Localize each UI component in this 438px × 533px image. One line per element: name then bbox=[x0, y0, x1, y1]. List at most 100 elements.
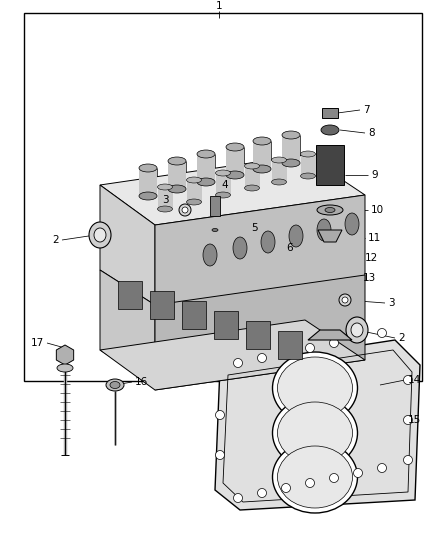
Ellipse shape bbox=[403, 456, 413, 464]
Ellipse shape bbox=[346, 317, 368, 343]
Bar bbox=[282, 135, 300, 163]
Ellipse shape bbox=[226, 171, 244, 179]
Ellipse shape bbox=[329, 473, 339, 482]
Ellipse shape bbox=[305, 479, 314, 488]
Text: 9: 9 bbox=[371, 170, 378, 180]
Ellipse shape bbox=[139, 164, 157, 172]
Bar bbox=[210, 196, 220, 216]
Text: 11: 11 bbox=[368, 233, 381, 243]
Bar bbox=[316, 145, 344, 185]
Ellipse shape bbox=[342, 297, 348, 303]
Bar bbox=[118, 281, 142, 309]
Ellipse shape bbox=[215, 450, 225, 459]
Ellipse shape bbox=[215, 170, 230, 176]
Polygon shape bbox=[308, 330, 352, 340]
Text: 1: 1 bbox=[215, 1, 223, 11]
Ellipse shape bbox=[261, 231, 275, 253]
Bar bbox=[24, 13, 422, 381]
Polygon shape bbox=[215, 340, 420, 510]
Ellipse shape bbox=[378, 464, 386, 472]
Ellipse shape bbox=[197, 150, 215, 158]
Polygon shape bbox=[100, 320, 365, 390]
Ellipse shape bbox=[353, 469, 363, 478]
Ellipse shape bbox=[168, 157, 186, 165]
Ellipse shape bbox=[378, 328, 386, 337]
Ellipse shape bbox=[253, 137, 271, 145]
Ellipse shape bbox=[278, 446, 353, 508]
Ellipse shape bbox=[278, 357, 353, 419]
Ellipse shape bbox=[339, 294, 351, 306]
Bar bbox=[187, 180, 202, 202]
Bar bbox=[322, 108, 338, 118]
Text: 2: 2 bbox=[53, 235, 59, 245]
Ellipse shape bbox=[253, 165, 271, 173]
Bar bbox=[245, 166, 260, 188]
Ellipse shape bbox=[272, 441, 357, 513]
Ellipse shape bbox=[329, 338, 339, 348]
Ellipse shape bbox=[305, 343, 314, 352]
Ellipse shape bbox=[403, 376, 413, 384]
Ellipse shape bbox=[139, 192, 157, 200]
Text: 8: 8 bbox=[368, 128, 374, 138]
Polygon shape bbox=[100, 270, 155, 385]
Ellipse shape bbox=[403, 416, 413, 424]
Text: 3: 3 bbox=[162, 195, 169, 205]
Text: 5: 5 bbox=[251, 223, 258, 233]
Ellipse shape bbox=[168, 185, 186, 193]
Ellipse shape bbox=[94, 228, 106, 242]
Ellipse shape bbox=[272, 179, 286, 185]
Ellipse shape bbox=[233, 237, 247, 259]
Text: 6: 6 bbox=[286, 243, 293, 253]
Ellipse shape bbox=[158, 206, 173, 212]
Ellipse shape bbox=[233, 359, 243, 367]
Ellipse shape bbox=[215, 192, 230, 198]
Ellipse shape bbox=[272, 352, 357, 424]
Ellipse shape bbox=[353, 334, 363, 343]
Bar bbox=[301, 154, 316, 176]
Polygon shape bbox=[100, 155, 365, 225]
Text: 3: 3 bbox=[388, 298, 395, 308]
Ellipse shape bbox=[203, 244, 217, 266]
Bar bbox=[226, 147, 244, 175]
Bar bbox=[158, 187, 173, 209]
Bar bbox=[272, 160, 287, 182]
Ellipse shape bbox=[351, 323, 363, 337]
Polygon shape bbox=[155, 275, 365, 390]
Bar bbox=[182, 301, 206, 329]
Ellipse shape bbox=[272, 397, 357, 469]
Ellipse shape bbox=[321, 125, 339, 135]
Ellipse shape bbox=[89, 222, 111, 248]
Text: 16: 16 bbox=[135, 377, 148, 387]
Ellipse shape bbox=[179, 204, 191, 216]
Ellipse shape bbox=[300, 151, 315, 157]
Ellipse shape bbox=[212, 229, 218, 231]
Ellipse shape bbox=[300, 173, 315, 179]
Ellipse shape bbox=[258, 353, 266, 362]
Bar bbox=[246, 321, 270, 349]
Bar bbox=[139, 168, 157, 196]
Ellipse shape bbox=[244, 163, 259, 169]
Ellipse shape bbox=[215, 410, 225, 419]
Polygon shape bbox=[318, 230, 342, 242]
Text: 10: 10 bbox=[371, 205, 384, 215]
Ellipse shape bbox=[187, 199, 201, 205]
Ellipse shape bbox=[106, 379, 124, 391]
Text: 15: 15 bbox=[408, 415, 421, 425]
Ellipse shape bbox=[282, 483, 290, 492]
Text: 4: 4 bbox=[221, 180, 228, 190]
Bar bbox=[168, 161, 186, 189]
Ellipse shape bbox=[110, 382, 120, 389]
Ellipse shape bbox=[158, 184, 173, 190]
Ellipse shape bbox=[244, 185, 259, 191]
Ellipse shape bbox=[282, 159, 300, 167]
Bar bbox=[150, 291, 174, 319]
Ellipse shape bbox=[233, 494, 243, 503]
Polygon shape bbox=[155, 195, 365, 310]
Ellipse shape bbox=[317, 205, 343, 215]
Ellipse shape bbox=[226, 143, 244, 151]
Text: 7: 7 bbox=[363, 105, 370, 115]
Ellipse shape bbox=[258, 489, 266, 497]
Ellipse shape bbox=[272, 157, 286, 163]
Ellipse shape bbox=[282, 349, 290, 358]
Text: 12: 12 bbox=[365, 253, 378, 263]
